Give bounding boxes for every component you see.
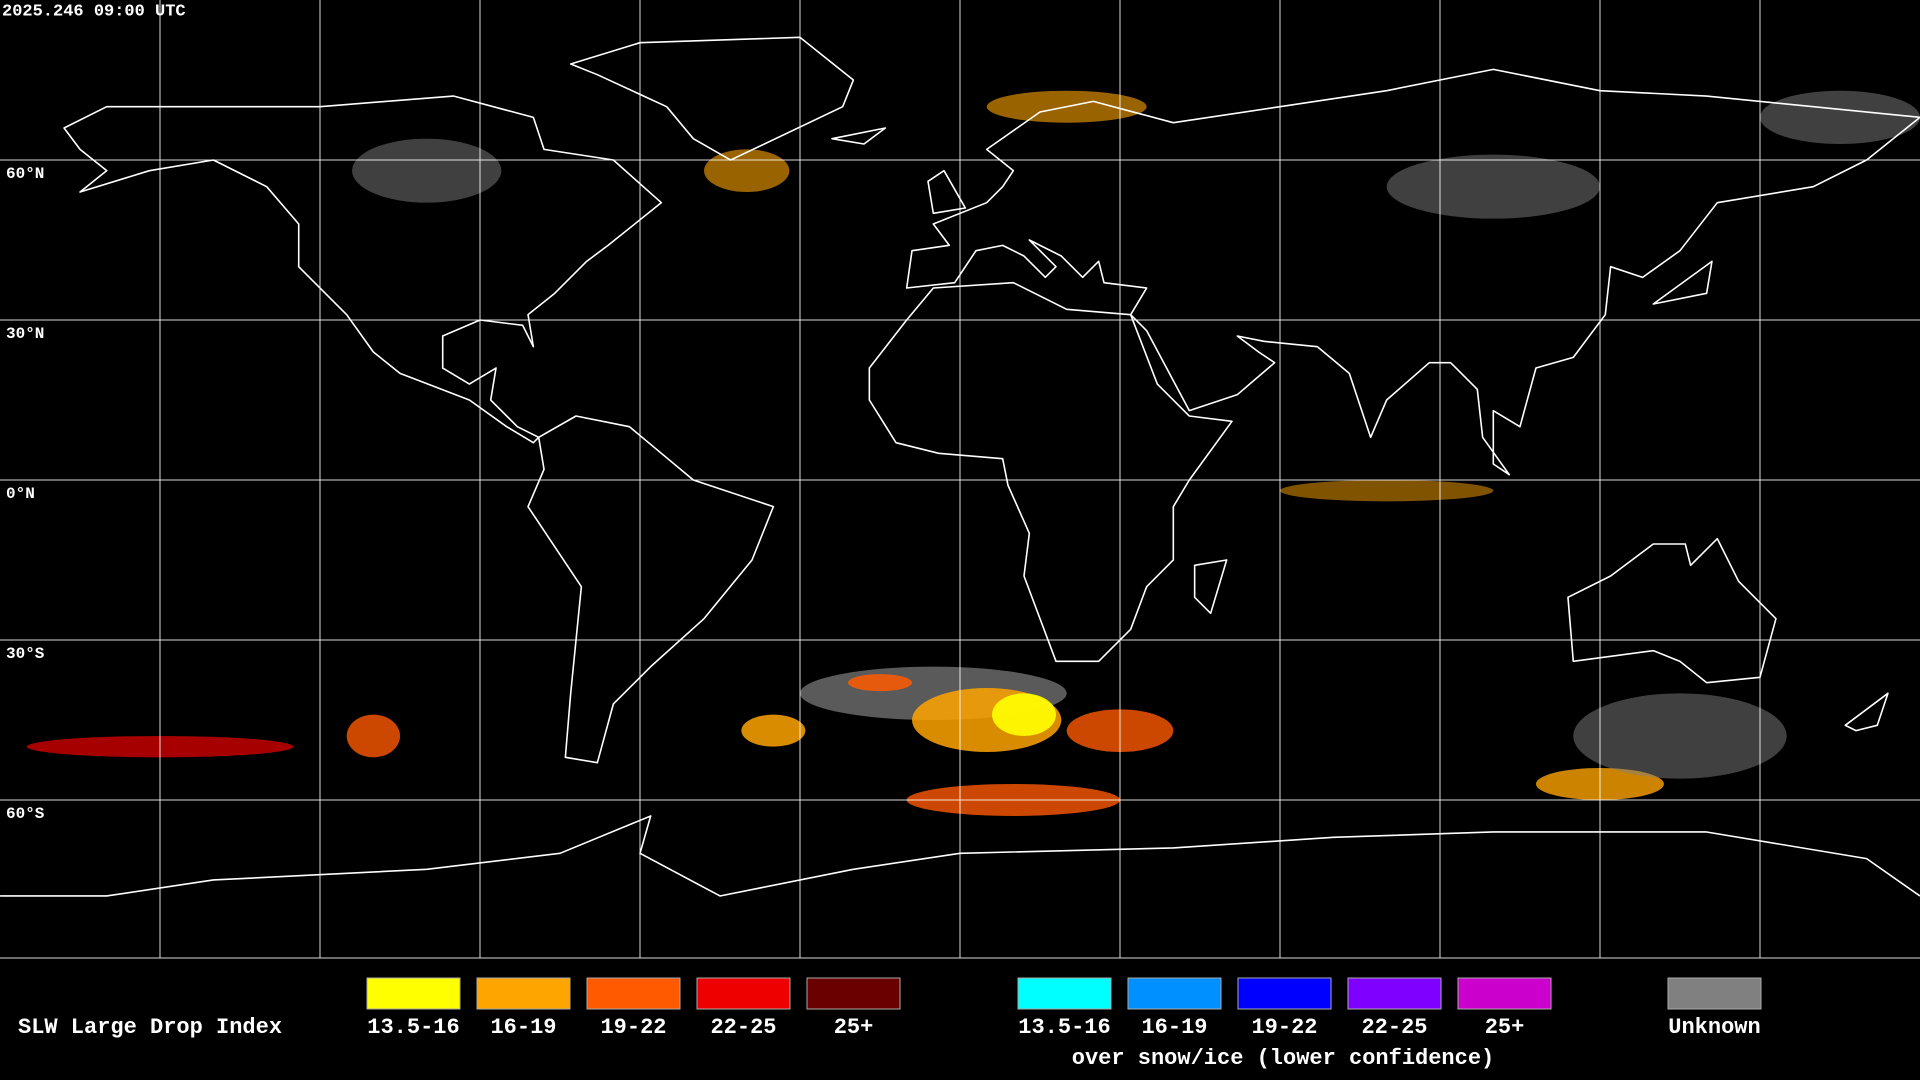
legend-background: [0, 958, 1920, 1080]
coastline: [571, 37, 854, 160]
legend-label: 16-19: [490, 1015, 556, 1040]
legend-swatch: [366, 977, 461, 1010]
legend-label: 13.5-16: [1018, 1015, 1110, 1040]
legend-label: 25+: [834, 1015, 874, 1040]
drop-area: [741, 714, 806, 747]
legend-swatch: [1457, 977, 1552, 1010]
legend-swatch: [1127, 977, 1222, 1010]
legend-label: Unknown: [1668, 1015, 1760, 1040]
legend-swatch: [1667, 977, 1762, 1010]
legend-swatch: [1237, 977, 1332, 1010]
drop-area: [848, 674, 913, 692]
drop-area: [346, 714, 401, 758]
legend-swatch: [696, 977, 791, 1010]
legend-swatch: [586, 977, 681, 1010]
legend-swatch: [1017, 977, 1112, 1010]
coastline: [1568, 539, 1776, 683]
latitude-label: 30°N: [6, 325, 44, 343]
legend-label: 19-22: [1251, 1015, 1317, 1040]
coastline: [528, 416, 773, 763]
drop-area: [704, 149, 790, 193]
drop-area: [991, 693, 1056, 736]
timestamp: 2025.246 09:00 UTC: [2, 2, 186, 21]
legend-label: 22-25: [1361, 1015, 1427, 1040]
legend-title: SLW Large Drop Index: [18, 1015, 282, 1040]
legend-label: 25+: [1485, 1015, 1525, 1040]
legend-label: 16-19: [1141, 1015, 1207, 1040]
legend-swatch: [476, 977, 571, 1010]
coastline: [832, 128, 1888, 731]
coastline: [869, 283, 1232, 662]
legend-label: 19-22: [600, 1015, 666, 1040]
latitude-label: 60°N: [6, 165, 44, 183]
unknown-area: [352, 138, 502, 203]
latitude-label: 0°N: [6, 485, 35, 503]
latitude-label: 60°S: [6, 805, 45, 823]
legend-label: 13.5-16: [367, 1015, 459, 1040]
legend-swatch: [1347, 977, 1442, 1010]
unknown-area: [1573, 693, 1787, 779]
legend-swatch: [806, 977, 901, 1010]
coastline: [64, 96, 661, 443]
latitude-label: 30°S: [6, 645, 45, 663]
unknown-area: [1759, 90, 1920, 145]
unknown-area: [1386, 154, 1600, 219]
coastline: [907, 69, 1920, 474]
drop-area: [1279, 480, 1494, 502]
latitude-labels: 60°N 30°N 0°N 30°S 60°S: [6, 165, 45, 823]
legend: 13.5-16 16-19 19-22 22-25 25+ 13.5-16 16-19 19-…: [366, 977, 1762, 1040]
legend-label: 22-25: [710, 1015, 776, 1040]
graticule: [0, 0, 1920, 958]
legend-caption: over snow/ice (lower confidence): [1072, 1046, 1494, 1071]
